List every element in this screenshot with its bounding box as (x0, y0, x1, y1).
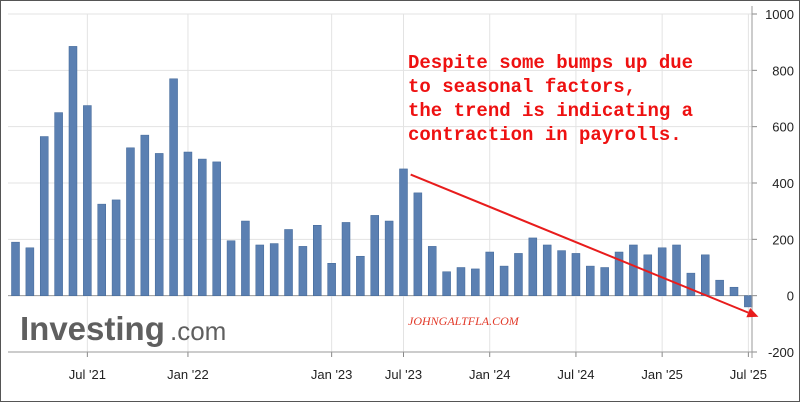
bar (557, 250, 566, 296)
annotation-line-4: contraction in payrolls. (408, 124, 682, 146)
y-tick-label: 0 (787, 289, 794, 304)
x-tick-label: Jul '24 (557, 367, 594, 382)
bar-series (11, 46, 753, 308)
trend-arrow-head (746, 307, 759, 318)
y-tick-label: 600 (772, 120, 794, 135)
bar (384, 220, 394, 296)
bar (341, 222, 351, 296)
bar (744, 295, 753, 308)
bar (68, 46, 78, 296)
bar (485, 251, 494, 296)
bar (226, 240, 236, 296)
bar (715, 279, 724, 296)
bar (499, 265, 509, 296)
bar (169, 78, 178, 296)
bar (11, 241, 20, 296)
bar (686, 272, 696, 296)
y-tick-label: -200 (768, 345, 794, 360)
bar (672, 244, 681, 296)
watermark-text: JOHNGALTFLA.COM (408, 314, 520, 328)
bar (701, 254, 710, 296)
bar (729, 286, 739, 296)
y-axis-tick-labels: -200 0 200 400 600 800 1000 (765, 7, 794, 360)
bar (356, 255, 365, 296)
y-tick-label: 1000 (765, 7, 794, 22)
bar (399, 168, 408, 296)
bar (97, 203, 106, 296)
bar (442, 271, 451, 296)
bar (456, 267, 466, 296)
axes (8, 6, 753, 358)
logo-suffix-text: .com (170, 316, 226, 346)
bar (571, 253, 581, 296)
x-tick-label: Jul '23 (385, 367, 422, 382)
x-tick-label: Jul '25 (730, 367, 767, 382)
bar (427, 246, 437, 296)
x-tick-label: Jul '21 (69, 367, 106, 382)
x-tick-label: Jan '23 (311, 367, 353, 382)
bar (83, 105, 92, 296)
bar (514, 253, 523, 296)
y-tick-label: 400 (772, 176, 794, 191)
bar (154, 153, 164, 296)
x-tick-label: Jan '22 (167, 367, 209, 382)
bar (140, 134, 150, 296)
bar (298, 246, 308, 296)
bar (471, 268, 480, 296)
bar (643, 254, 653, 296)
bar (600, 267, 609, 296)
x-tick-label: Jan '24 (469, 367, 511, 382)
bar (528, 237, 538, 296)
bar (413, 192, 423, 296)
bar (327, 263, 336, 296)
bar (657, 247, 667, 296)
bar (313, 225, 322, 296)
bar (284, 229, 293, 296)
bar (126, 147, 135, 296)
investing-logo: Investing .com (20, 310, 226, 347)
bar (586, 265, 595, 296)
bar (111, 199, 121, 296)
x-axis-tick-labels: Jul '21 Jan '22 Jan '23 Jul '23 Jan '24 Jul '… (69, 367, 767, 382)
bar (183, 151, 193, 296)
bar (212, 161, 221, 296)
bar (241, 220, 250, 296)
logo-main-text: Investing (20, 310, 165, 347)
bar (542, 244, 552, 296)
bar (614, 251, 624, 296)
annotation-line-3: the trend is indicating a (408, 100, 693, 122)
bar (629, 244, 638, 296)
annotation-line-2: to seasonal factors, (408, 76, 636, 98)
annotation-line-1: Despite some bumps up due (408, 52, 693, 74)
bar (255, 244, 265, 296)
y-tick-label: 200 (772, 232, 794, 247)
x-tick-label: Jan '25 (641, 367, 683, 382)
bar (54, 112, 63, 296)
bar (198, 158, 207, 296)
bar (39, 136, 49, 296)
bar (25, 247, 35, 296)
y-tick-label: 800 (772, 63, 794, 78)
bar (269, 243, 279, 296)
bar (370, 215, 379, 296)
trend-arrow-line (410, 173, 749, 314)
